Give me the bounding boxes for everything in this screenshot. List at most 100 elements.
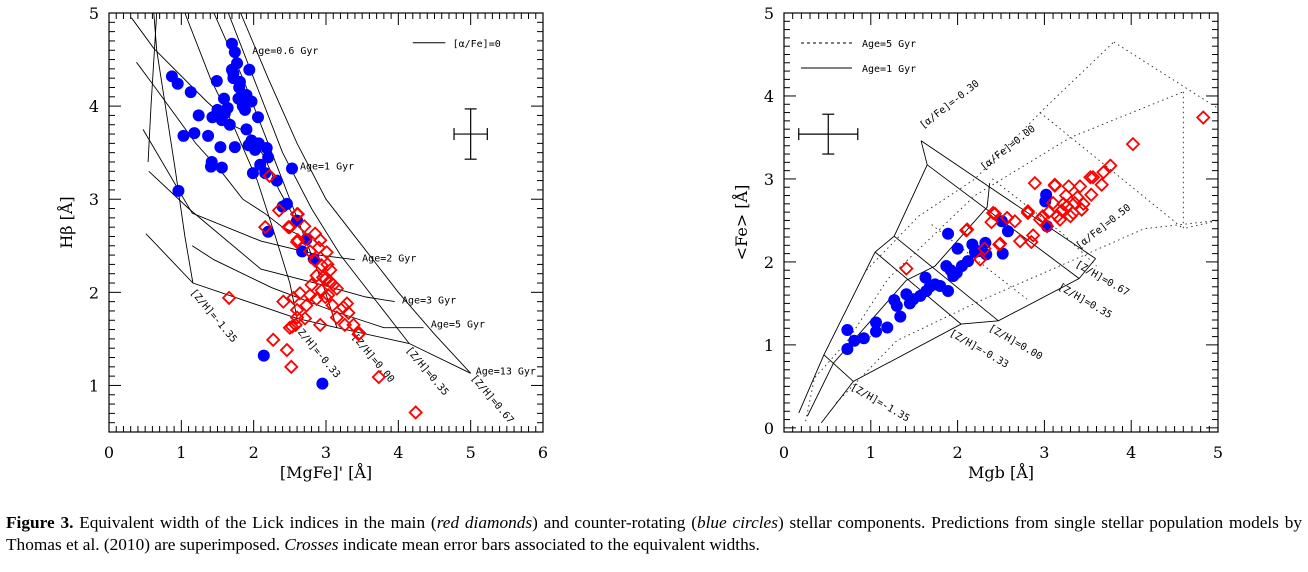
blue-circle-point [870, 325, 883, 338]
blue-circle-point [923, 280, 936, 293]
x-axis-label: Mgb [Å] [968, 462, 1034, 482]
red-diamond-point [329, 310, 345, 325]
red-diamond-point [1032, 212, 1048, 227]
blue-circle-point [276, 200, 289, 213]
blue-circle-point [919, 271, 932, 284]
model-line [844, 91, 1184, 346]
blue-circle-point [228, 46, 241, 59]
blue-circle-point [240, 123, 253, 136]
red-diamond-point [1047, 177, 1063, 193]
blue-circle-point [286, 162, 299, 175]
y-axis-label: Hβ [Å] [56, 196, 76, 248]
red-diamond-point [276, 294, 291, 309]
red-diamond-point [329, 281, 345, 296]
blue-circle-point [857, 332, 870, 345]
blue-circle-point [227, 67, 240, 80]
blue-circle-point [894, 310, 907, 323]
y-tick-label: 2 [89, 283, 99, 302]
grid-annotation: [Z/H]=-1.35 [848, 382, 911, 425]
red-diamond-point [1096, 165, 1111, 180]
red-diamond-point [1103, 158, 1118, 173]
red-diamond-point [959, 223, 974, 238]
model-line [1182, 91, 1218, 230]
blue-circle-point [218, 92, 231, 105]
red-diamond-point [320, 257, 335, 272]
blue-circle-point [246, 167, 259, 180]
red-diamond-point [325, 298, 340, 313]
x-tick-label: 2 [953, 443, 963, 462]
x-tick-label: 1 [866, 443, 876, 462]
blue-circle-point [243, 63, 256, 76]
blue-circle-point [210, 74, 223, 87]
legend-label: Age=5 Gyr [862, 39, 916, 50]
blue-circle-point [215, 161, 228, 174]
blue-circle-point [206, 111, 219, 124]
red-diamond-point [297, 218, 312, 234]
blue-circle-point [262, 225, 275, 238]
red-diamond-point [299, 298, 314, 313]
counter-rotating-series [165, 37, 329, 390]
red-diamond-point [1094, 177, 1109, 193]
red-diamond-point [312, 317, 328, 333]
caption-text: Equivalent width of the Lick indices in … [73, 513, 437, 532]
red-diamond-point [282, 320, 298, 335]
blue-circle-point [172, 184, 185, 197]
red-diamond-point [281, 219, 296, 235]
x-tick-label: 5 [1213, 443, 1223, 462]
x-tick-label: 2 [249, 443, 259, 462]
red-diamond-point [1125, 136, 1141, 152]
y-tick-label: 3 [89, 190, 99, 209]
red-diamond-point [1024, 234, 1039, 250]
red-diamond-point [999, 210, 1015, 226]
blue-circle-point [192, 109, 205, 122]
blue-circle-point [942, 227, 955, 240]
caption-text: ) and counter-rotating ( [532, 513, 697, 532]
x-tick-label: 3 [1039, 443, 1049, 462]
y-axis-label: <Fe> [Å] [731, 185, 751, 261]
y-tick-label: 4 [89, 97, 99, 116]
blue-circle-point [262, 151, 275, 164]
red-diamond-point [221, 290, 237, 306]
red-diamond-point [336, 299, 351, 315]
main-series [221, 168, 423, 420]
error-bar-cross [798, 113, 859, 155]
blue-circle-point [841, 343, 854, 356]
red-diamond-point [1070, 189, 1085, 205]
caption-label: Figure 3. [6, 513, 74, 532]
blue-circle-point [260, 142, 273, 155]
grid-annotation: [Z/H]=0.35 [403, 345, 450, 398]
blue-circle-point [257, 349, 270, 362]
model-line [184, 13, 298, 319]
axis-ticks [783, 12, 1219, 432]
red-diamond-point [314, 283, 329, 298]
blue-circle-point [231, 57, 244, 70]
caption-body: Equivalent width of the Lick indices in … [6, 513, 1302, 554]
red-diamond-point [284, 359, 299, 375]
red-diamond-point [1012, 233, 1028, 249]
red-diamond-point [298, 231, 314, 247]
blue-circle-point [202, 129, 215, 142]
grid-annotation: Age=13 Gyr [476, 366, 536, 377]
red-diamond-point [1056, 196, 1071, 212]
red-diamond-point [352, 326, 367, 341]
caption-text: indicate mean error bars associated to t… [338, 535, 760, 554]
blue-circle-point [890, 299, 903, 312]
red-diamond-point [899, 261, 914, 276]
axis-ticks [108, 12, 544, 433]
model-line [227, 13, 410, 344]
red-diamond-point [1039, 218, 1055, 234]
model-line [805, 336, 871, 422]
blue-circle-point [270, 174, 283, 187]
blue-circle-point [218, 107, 231, 120]
blue-circle-point [184, 86, 197, 99]
legend-label: Age=1 Gyr [862, 64, 916, 75]
red-diamond-point [984, 214, 999, 230]
error-bar-cross [453, 108, 488, 160]
blue-circle-point [848, 334, 861, 347]
model-line [820, 258, 1096, 424]
red-diamond-point [318, 289, 333, 305]
red-diamond-point [289, 310, 305, 325]
red-diamond-point [322, 273, 337, 289]
caption-emphasis: Crosses [284, 535, 339, 554]
red-diamond-point [289, 206, 305, 222]
